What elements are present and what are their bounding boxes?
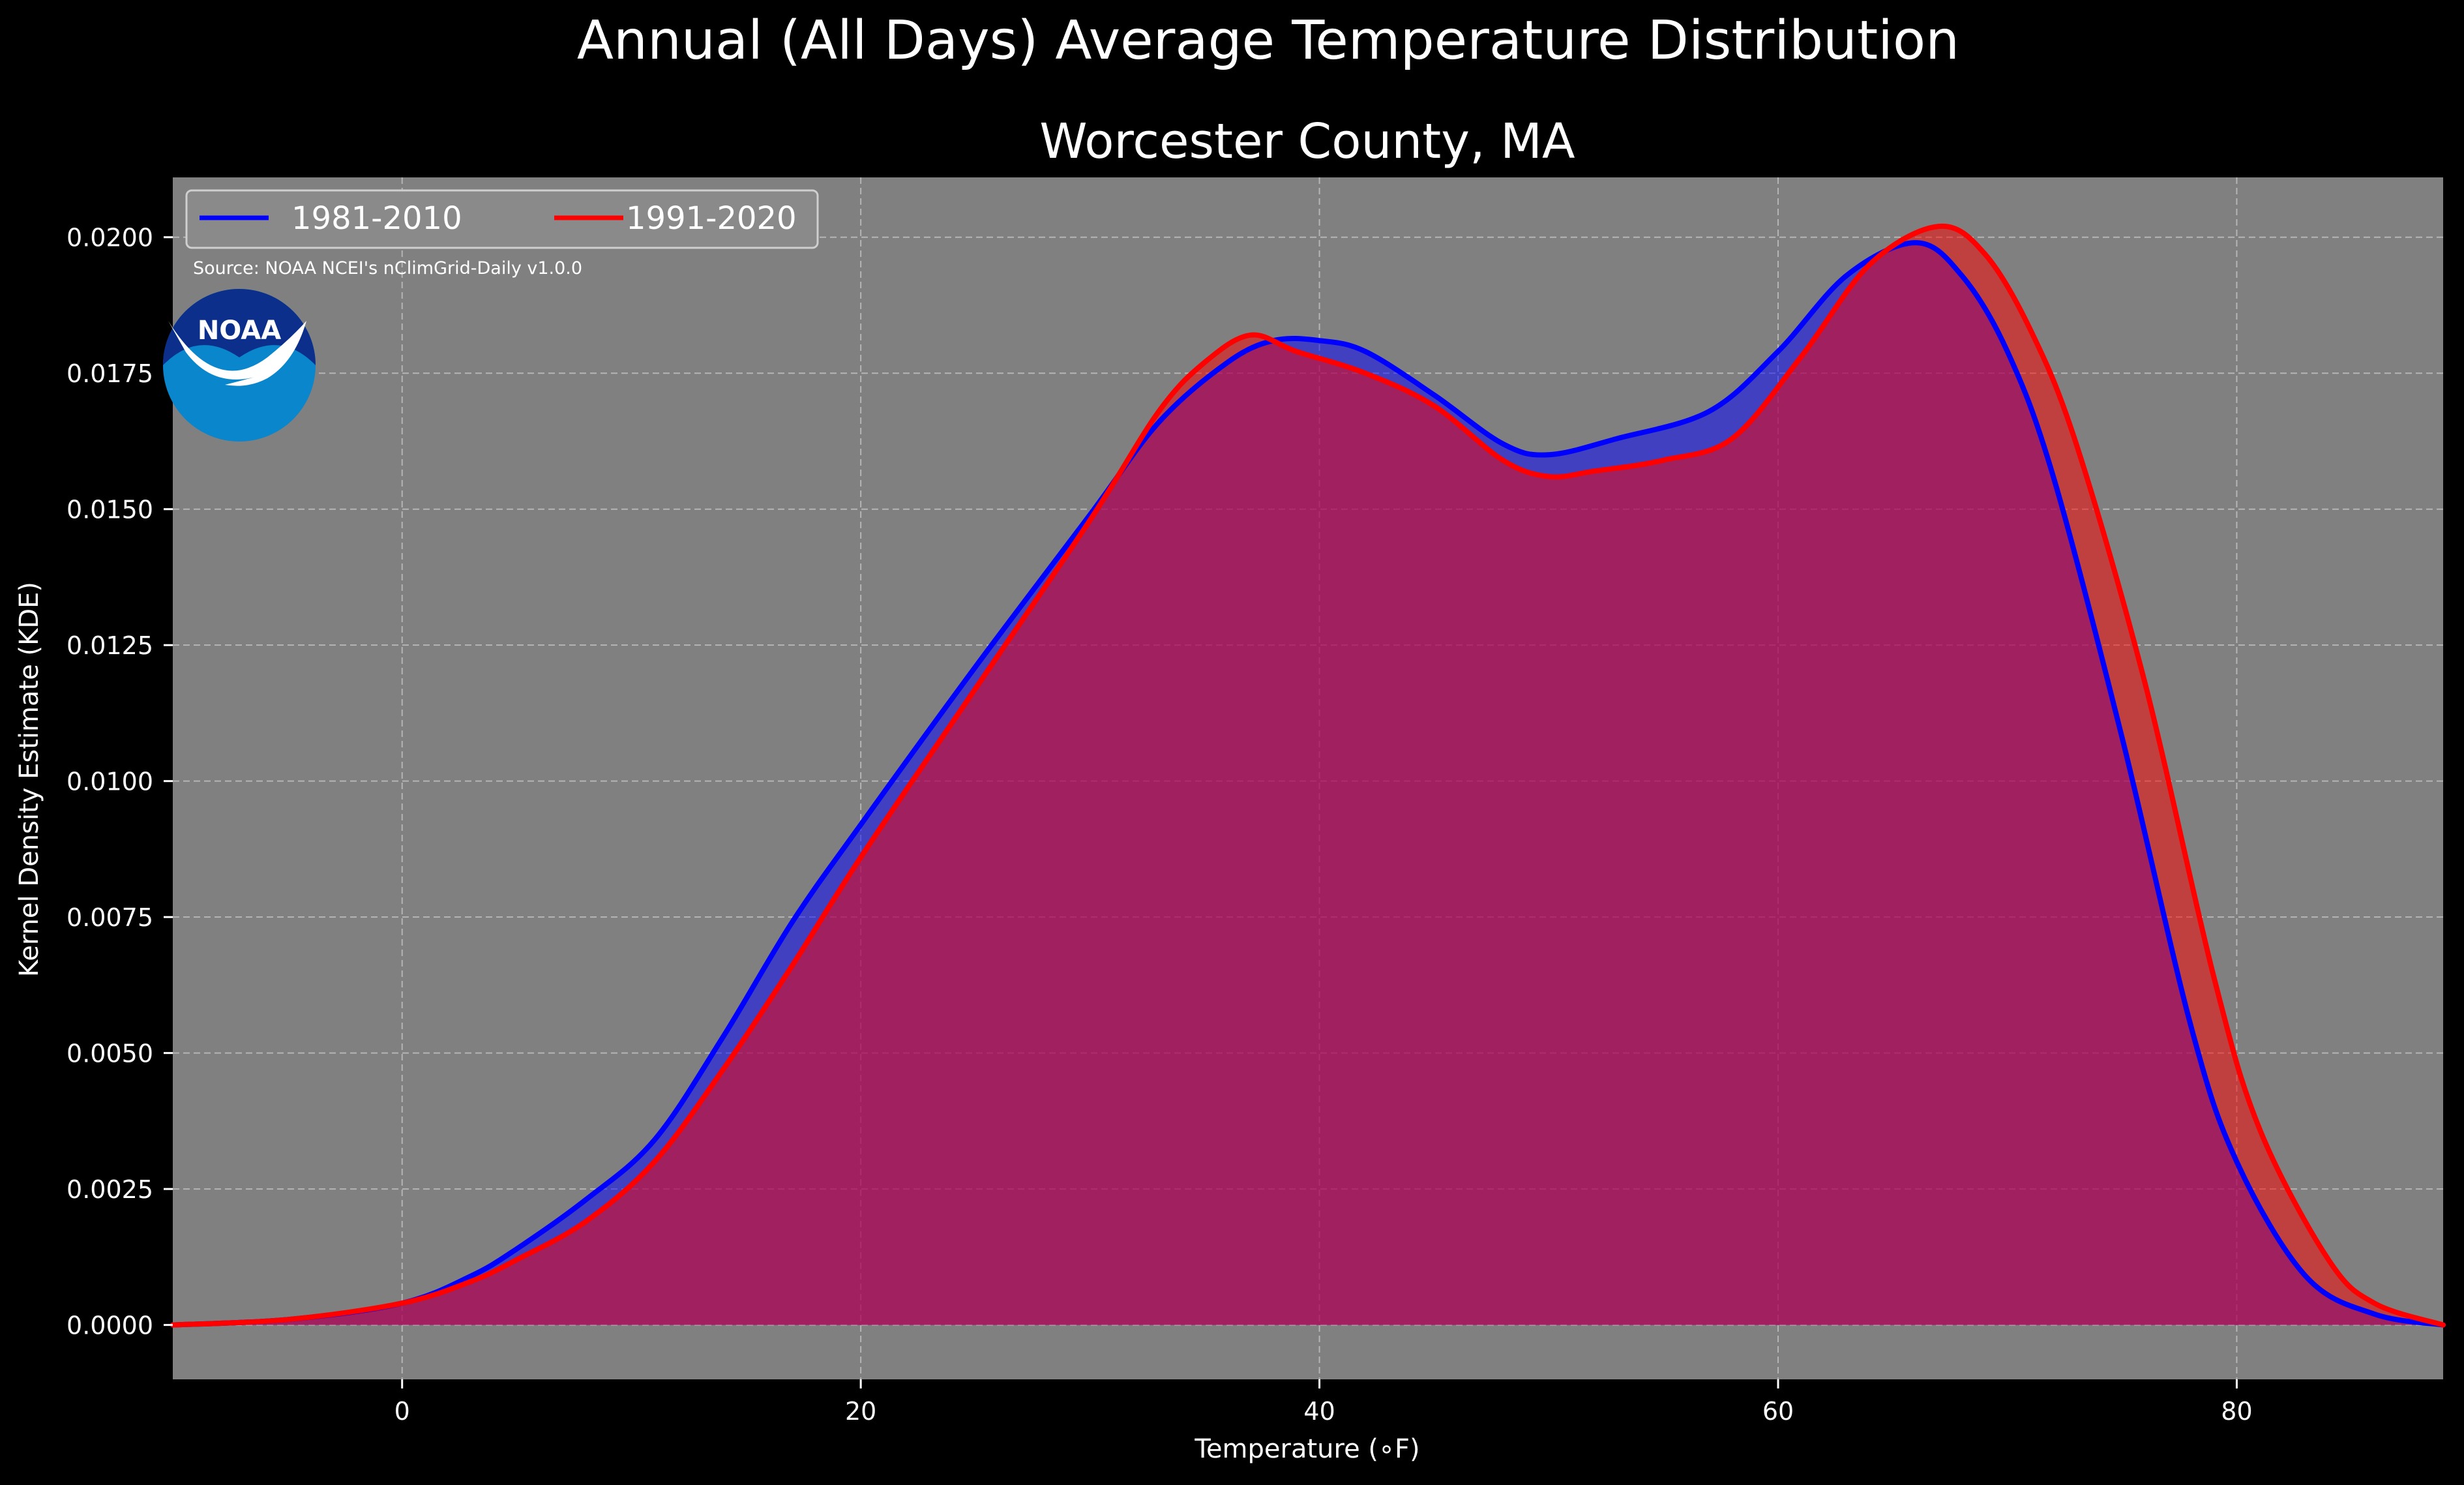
y-tick-label: 0.0175 (67, 359, 153, 388)
kde-fill-1991-2020 (173, 226, 2443, 1325)
kde-line-1981-2010 (170, 240, 2446, 1328)
legend-label-1981-2010: 1981-2010 (291, 200, 462, 237)
y-tick-label: 0.0150 (67, 496, 153, 524)
y-tick-label: 0.0125 (67, 631, 153, 660)
chart-suptitle: Annual (All Days) Average Temperature Di… (577, 10, 1959, 72)
logo-white-bird (168, 321, 306, 386)
x-tick-label: 80 (2221, 1397, 2252, 1426)
y-tick-label: 0.0050 (67, 1040, 153, 1068)
y-tick-label: 0.0200 (67, 224, 153, 252)
logo-lettering: NOAA (198, 316, 281, 346)
y-tick-label: 0.0000 (67, 1312, 153, 1340)
legend-label-1991-2020: 1991-2020 (626, 200, 797, 237)
noaa-logo-icon: NOAA (163, 289, 316, 442)
x-tick-label: 60 (1762, 1397, 1794, 1426)
kde-line-1991-2020 (170, 223, 2446, 1328)
x-tick-label: 20 (845, 1397, 876, 1426)
x-tick-label: 0 (394, 1397, 410, 1426)
x-axis-label: Temperature (∘F) (1194, 1434, 1419, 1464)
y-tick-label: 0.0100 (67, 768, 153, 796)
source-note: Source: NOAA NCEI's nClimGrid-Daily v1.0… (193, 258, 582, 278)
y-tick-label: 0.0075 (67, 903, 153, 932)
kde-fills (173, 226, 2443, 1325)
x-tick-label: 40 (1303, 1397, 1335, 1426)
x-axis-ticks: 0 20 40 60 80 (394, 1379, 2253, 1426)
y-axis-ticks: 0.0000 0.0025 0.0050 0.0075 0.0100 0.0125 0.01… (67, 224, 173, 1340)
logo-top-dark-half (163, 289, 316, 365)
kde-lines (170, 223, 2446, 1328)
chart-title: Worcester County, MA (1039, 113, 1575, 170)
y-axis-label: Kernel Density Estimate (KDE) (14, 582, 44, 977)
legend-frame (185, 189, 819, 249)
y-tick-label: 0.0025 (67, 1175, 153, 1204)
legend: 1981-2010 1991-2020 (185, 189, 819, 249)
